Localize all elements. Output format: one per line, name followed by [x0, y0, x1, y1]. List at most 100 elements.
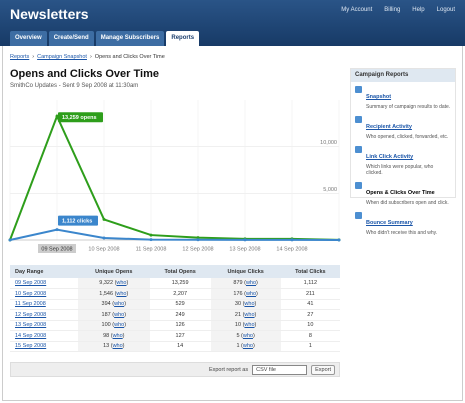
cell-value: 394: [101, 301, 111, 308]
sidebar-link[interactable]: Bounce Summary: [366, 220, 413, 226]
cell-value: 21: [234, 311, 242, 318]
paren: (: [110, 332, 113, 339]
point: [196, 236, 200, 240]
who-link[interactable]: who: [242, 343, 253, 350]
header-link[interactable]: Logout: [436, 7, 455, 13]
cell: 8: [280, 330, 340, 342]
breadcrumb-item[interactable]: Campaign Snapshot: [37, 54, 87, 60]
sidebar-item: Opens & Clicks Over Time When did subscri…: [351, 178, 455, 208]
sidebar-link[interactable]: Snapshot: [366, 94, 392, 100]
cell-value: 30: [234, 301, 242, 308]
who-link[interactable]: who: [244, 301, 255, 308]
cell: 13,259: [149, 278, 211, 289]
breadcrumb-item[interactable]: Reports: [10, 54, 30, 60]
cell-value: 100: [101, 322, 111, 329]
point: [8, 238, 12, 242]
cell-value: 187: [101, 311, 111, 318]
who-link[interactable]: who: [114, 322, 125, 329]
paren: ): [252, 343, 255, 350]
sidebar-link: Opens & Clicks Over Time: [366, 190, 435, 196]
who-link[interactable]: who: [242, 332, 253, 339]
who-link[interactable]: who: [116, 290, 127, 297]
table-row: 11 Sep 2008 394 (who) 529 30 (who) 41: [10, 299, 340, 310]
who-link[interactable]: who: [245, 280, 257, 286]
sidebar-text: Bounce Summary Who didn't receive this an…: [366, 211, 437, 236]
sidebar-desc: Who didn't receive this and why.: [366, 230, 438, 236]
sidebar-item: Snapshot Summary of campaign results to d…: [351, 82, 455, 112]
header-link[interactable]: My Account: [341, 7, 373, 13]
point: [243, 238, 247, 242]
sidebar-link[interactable]: Recipient Activity: [366, 124, 412, 130]
table-row: 15 Sep 2008 13 (who) 14 1 (who) 1: [10, 341, 340, 352]
cell: 27: [280, 309, 340, 321]
sidebar: Campaign Reports Snapshot Summary of camp…: [350, 68, 456, 236]
paren: ): [256, 280, 258, 286]
sidebar-desc: Who opened, clicked, forwarded, etc.: [366, 134, 449, 140]
who-link[interactable]: who: [112, 332, 123, 339]
tab[interactable]: Reports: [166, 31, 200, 46]
paren: (: [242, 322, 245, 329]
who-link[interactable]: who: [112, 343, 123, 350]
cell: 1: [280, 341, 340, 352]
series-line: [9, 113, 340, 241]
header-links: My Account Billing Help Logout: [341, 7, 455, 13]
cell: 1 (who): [210, 341, 281, 352]
icon: [355, 86, 362, 93]
who-link[interactable]: who: [245, 290, 257, 297]
date-link[interactable]: 12 Sep 2008: [15, 311, 47, 318]
header-link[interactable]: Billing: [384, 7, 401, 13]
cell: 13 Sep 2008: [10, 320, 78, 331]
tab[interactable]: Overview: [10, 31, 47, 46]
annotation-box: [58, 112, 103, 123]
breadcrumb: Reports › Campaign Snapshot › Opens and Clic…: [10, 54, 165, 60]
who-link[interactable]: who: [114, 301, 125, 308]
sidebar-item: Bounce Summary Who didn't receive this an…: [351, 208, 455, 238]
export-button[interactable]: Export: [311, 364, 335, 375]
paren: ): [126, 280, 129, 286]
cell: 09 Sep 2008: [10, 278, 78, 289]
date-link[interactable]: 10 Sep 2008: [15, 290, 47, 297]
date-link[interactable]: 13 Sep 2008: [15, 322, 47, 329]
tab[interactable]: Manage Subscribers: [95, 31, 165, 46]
export-bar: Export report as CSV file Export: [10, 362, 340, 377]
date-link[interactable]: 11 Sep 2008: [15, 301, 46, 308]
format-select[interactable]: CSV file: [252, 364, 308, 375]
paren: (: [244, 280, 246, 286]
paren: ): [124, 311, 127, 318]
paren: (: [114, 290, 117, 297]
table-row: 12 Sep 2008 187 (who) 249 21 (who) 27: [10, 309, 340, 321]
cell: 1,112: [280, 278, 340, 289]
tabs: Overview Create/Send Manage Subscribers Rep…: [10, 31, 200, 46]
paren: ): [254, 301, 257, 308]
who-link[interactable]: who: [244, 322, 255, 329]
y-tick-label: 5,000: [323, 187, 337, 193]
table-row: 13 Sep 2008 100 (who) 126 10 (who) 10: [10, 320, 340, 331]
cell: 13 (who): [77, 341, 150, 352]
point: [55, 114, 59, 118]
tab[interactable]: Create/Send: [48, 31, 94, 46]
who-link[interactable]: who: [244, 311, 255, 318]
date-link[interactable]: 15 Sep 2008: [15, 343, 47, 350]
paren: ): [124, 322, 127, 329]
paren: ): [122, 343, 125, 350]
date-link[interactable]: 09 Sep 2008: [15, 280, 47, 286]
point: [102, 217, 106, 221]
header-link[interactable]: Help: [412, 7, 425, 13]
cell-value: 98: [103, 332, 110, 339]
who-link[interactable]: who: [116, 280, 127, 286]
cell-value: 5: [236, 332, 240, 339]
who-link[interactable]: who: [114, 311, 125, 318]
date-link[interactable]: 14 Sep 2008: [15, 332, 47, 339]
header: Newsletters My Account Billing Help Logout …: [0, 0, 465, 46]
cell: 879 (who): [210, 278, 281, 289]
breadcrumb-sep: ›: [32, 54, 35, 60]
column-header: Unique Opens: [77, 265, 150, 278]
paren: (: [241, 343, 243, 350]
paren: ): [122, 332, 125, 339]
paren: ): [254, 322, 257, 329]
y-tick-label: 10,000: [320, 140, 337, 146]
sidebar-link[interactable]: Link Click Activity: [366, 154, 414, 160]
annotation-box: [58, 215, 98, 226]
sidebar-text: Link Click Activity Which links were popu…: [366, 145, 451, 176]
